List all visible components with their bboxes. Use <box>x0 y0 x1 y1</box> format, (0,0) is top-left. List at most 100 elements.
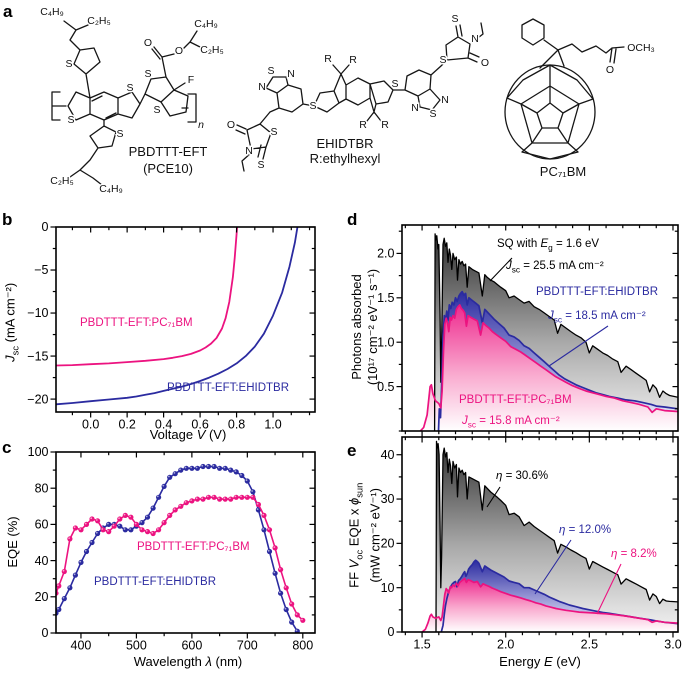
y-tick-label: 0.5 <box>377 380 394 394</box>
marker-highlight <box>162 484 165 487</box>
data-point-marker <box>217 465 223 471</box>
marker-highlight <box>151 506 154 509</box>
structure-caption: PBDTTT-EFT <box>129 144 208 159</box>
data-point-marker <box>189 498 195 504</box>
x-tick-label: 700 <box>237 639 258 653</box>
atom-label: N <box>245 145 253 157</box>
x-tick-label: 3.0 <box>664 638 681 652</box>
y-tick-label: 20 <box>381 537 395 551</box>
data-point-marker <box>100 527 106 533</box>
atom-label: C₂H₅ <box>87 15 110 27</box>
marker-highlight <box>62 569 65 572</box>
marker-highlight <box>217 497 220 500</box>
data-point-marker <box>172 507 178 513</box>
atom-label: S <box>270 126 277 138</box>
data-point-marker <box>167 474 173 480</box>
marker-highlight <box>195 466 198 469</box>
data-point-marker <box>205 463 212 470</box>
y-tick-label: 40 <box>35 554 49 568</box>
series-area <box>420 304 678 431</box>
data-point-marker <box>128 514 134 520</box>
data-point-marker <box>205 494 212 500</box>
data-point-marker <box>150 530 156 537</box>
marker-highlight <box>134 522 137 525</box>
atom-label: O <box>227 119 235 131</box>
marker-highlight <box>129 528 132 530</box>
e-x-axis-title: Energy E (eV) <box>499 654 581 669</box>
data-point-marker <box>150 505 156 511</box>
atom-label: O <box>144 37 152 49</box>
data-point-marker <box>228 467 234 473</box>
data-point-marker <box>289 601 295 607</box>
data-point-marker <box>261 512 267 519</box>
marker-highlight <box>240 495 242 498</box>
data-point-marker <box>244 494 250 500</box>
panel-label-b: b <box>2 210 13 229</box>
atom-label: S <box>309 100 316 112</box>
series-line <box>419 304 678 431</box>
annotation-pointer-line <box>534 539 572 595</box>
marker-highlight <box>195 497 198 500</box>
marker-highlight <box>295 629 298 632</box>
data-point-marker <box>200 496 206 502</box>
annotation-pointer-line <box>489 257 513 282</box>
marker-highlight <box>223 497 226 500</box>
structure-caption: (PCE10) <box>143 161 193 176</box>
structure-ehidtbr: O N S S N S N R R S S R R N S N S N S O … <box>225 12 490 173</box>
data-point-marker <box>83 548 90 555</box>
marker-highlight <box>140 520 143 523</box>
marker-highlight <box>256 502 259 505</box>
data-point-marker <box>244 478 250 484</box>
data-point-marker <box>167 512 173 519</box>
marker-highlight <box>256 508 259 510</box>
x-tick-label: 0.2 <box>118 418 135 432</box>
series-line <box>437 290 678 431</box>
marker-highlight <box>240 473 242 476</box>
marker-highlight <box>84 522 87 525</box>
e-blue-eta-annotation: η = 12.0% <box>559 524 612 536</box>
y-tick-label: 1.5 <box>377 291 394 305</box>
d-sq-annotation: SQ with Eg = 1.6 eV <box>497 238 600 253</box>
data-point-marker <box>95 530 101 537</box>
data-point-marker <box>278 590 284 596</box>
marker-highlight <box>140 528 143 530</box>
marker-highlight <box>73 573 76 576</box>
data-point-marker <box>266 548 273 555</box>
atom-label: R <box>359 119 367 131</box>
marker-highlight <box>79 528 82 530</box>
panel-label-e: e <box>347 441 357 460</box>
data-point-marker <box>83 521 90 528</box>
data-point-marker <box>117 516 123 522</box>
series-line <box>435 440 678 632</box>
marker-highlight <box>251 495 254 498</box>
c-blue-curve-label: PBDTTT-EFT:EHIDTBR <box>94 576 217 588</box>
marker-highlight <box>118 517 120 520</box>
marker-highlight <box>262 513 265 516</box>
marker-highlight <box>151 531 154 534</box>
data-point-marker <box>139 520 145 526</box>
marker-highlight <box>284 586 287 588</box>
data-point-marker <box>72 572 78 578</box>
series-line <box>56 227 299 406</box>
marker-highlight <box>107 529 109 532</box>
atom-label: S <box>144 68 151 80</box>
d-y-axis-title: Photons absorbed (10¹⁷ cm⁻² eV⁻¹ s⁻¹) <box>349 268 380 386</box>
data-point-marker <box>239 494 245 500</box>
atom-label: F <box>188 74 194 86</box>
data-point-marker <box>117 523 123 529</box>
atom-label: S <box>67 114 74 126</box>
marker-highlight <box>234 470 237 472</box>
marker-highlight <box>206 464 209 467</box>
marker-highlight <box>123 528 126 530</box>
marker-highlight <box>273 546 276 548</box>
data-point-marker <box>56 583 62 589</box>
y-tick-label: 1.0 <box>377 335 394 349</box>
marker-highlight <box>290 602 292 605</box>
data-point-marker <box>183 500 189 506</box>
y-tick-label: 10 <box>381 581 395 595</box>
data-point-marker <box>289 619 295 625</box>
marker-highlight <box>57 584 59 586</box>
marker-highlight <box>95 519 98 521</box>
plot-frame <box>401 436 679 633</box>
atom-label: O <box>481 57 489 69</box>
